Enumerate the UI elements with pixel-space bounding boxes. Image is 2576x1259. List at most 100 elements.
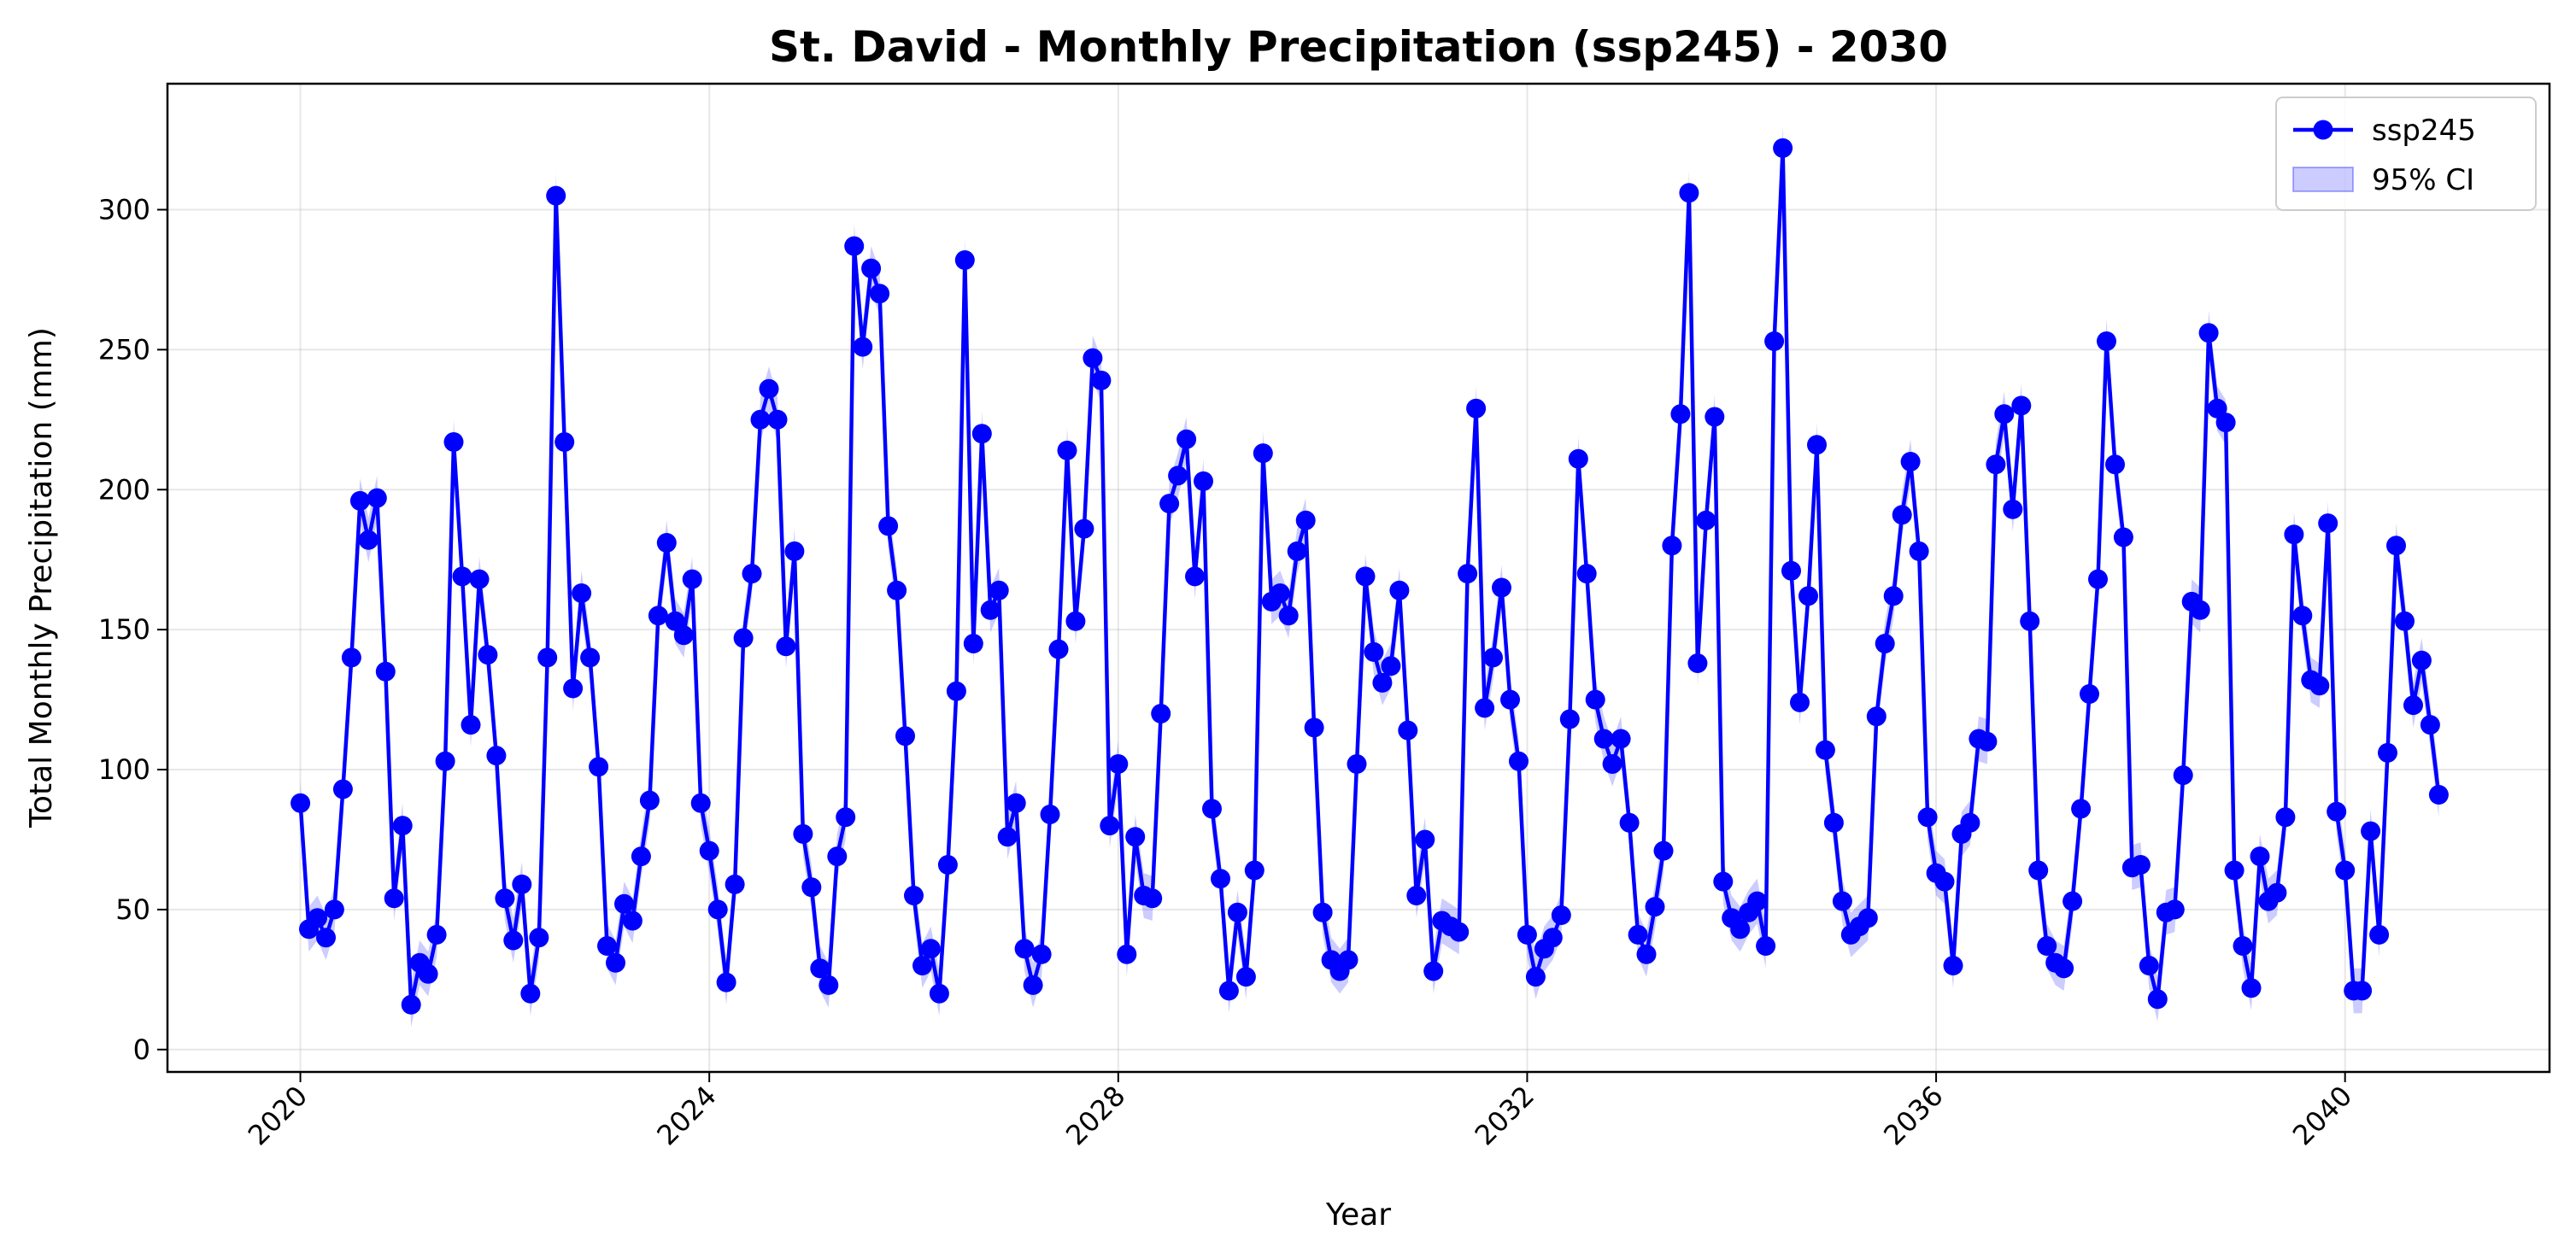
data-point [2147,989,2168,1010]
data-point [1065,611,1086,631]
data-point [1031,944,1052,964]
data-point [1585,689,1605,710]
data-point [1398,720,1418,741]
data-point [2386,536,2406,556]
data-point [1244,860,1265,881]
legend: ssp245 95% CI [2275,97,2537,211]
data-point [529,928,549,948]
data-point [2164,899,2185,920]
data-point [929,983,949,1004]
data-point [1057,440,1077,460]
data-point [1117,944,1137,964]
data-point [2284,524,2304,545]
data-point [1253,443,1273,464]
data-point [810,958,830,979]
data-point [1764,331,1785,351]
data-point [2071,799,2092,819]
data-point [1747,891,1768,911]
data-point [1696,510,1716,530]
data-point [2292,606,2313,626]
data-point [589,757,609,777]
data-point [1509,751,1529,771]
data-point [2224,860,2244,881]
data-point [1799,586,1818,606]
legend-box [2275,97,2537,211]
data-point [332,779,353,799]
data-point [392,816,413,836]
series-line-ssp245 [298,146,2441,1007]
data-point [1185,566,1205,587]
data-point [1934,871,1955,892]
data-point [690,793,711,813]
data-point [997,827,1018,847]
data-point [1602,754,1622,774]
data-point [904,886,924,905]
data-point [861,258,882,278]
data-point [1270,583,1290,603]
data-point [836,807,856,828]
data-point [1559,709,1580,729]
data-point [1653,840,1674,861]
data-point [1355,566,1376,587]
data-point [290,793,311,813]
x-axis-title: Year [1325,1198,1391,1233]
data-point [1415,829,1435,850]
data-point [1125,827,1146,847]
data-point [1142,888,1163,909]
data-point [776,636,796,657]
data-point [750,409,771,430]
data-point [1211,869,1230,889]
data-point [673,625,694,646]
y-axis-title: Total Monthly Precipitation (mm) [24,327,59,829]
data-point [2403,695,2423,716]
data-point [1986,454,2006,475]
data-point [2318,513,2338,534]
legend-label: ssp245 [2372,114,2476,148]
data-point [1338,950,1358,970]
data-point [2011,395,2032,416]
y-tick-label: 50 [115,893,150,926]
data-point [2309,676,2330,696]
data-point [989,580,1009,600]
data-point [2113,527,2133,548]
data-point [2352,981,2373,1001]
data-point [1977,731,1998,752]
data-point [469,569,490,589]
data-point [1364,641,1384,662]
data-point [2267,882,2287,903]
data-point [716,972,736,993]
data-point [656,533,677,553]
data-point [1048,639,1069,659]
data-point [1023,975,1043,995]
data-point [2420,715,2440,735]
data-point [946,681,966,701]
data-point [537,647,558,668]
data-point [2054,958,2074,979]
data-point [912,956,932,975]
data-point [1611,729,1631,749]
data-point [2241,978,2262,998]
data-point [1372,672,1393,693]
data-point [2080,684,2099,704]
data-point [1108,754,1129,774]
data-point [1475,698,1495,718]
data-point [844,236,865,256]
legend-label: 95% CI [2372,163,2474,197]
data-point [1347,754,1367,774]
data-point [2130,855,2151,875]
data-point [1304,717,1324,738]
data-point [1713,871,1734,892]
data-point [878,516,899,536]
data-point [937,855,958,875]
legend-patch-swatch [2292,167,2354,192]
data-point [1517,924,1537,945]
data-point [1551,905,1571,925]
data-point [1756,936,1776,956]
data-point [1466,398,1487,419]
data-point [1909,541,1929,561]
data-point [1943,956,1963,975]
data-point [887,580,907,600]
data-point [1866,706,1887,727]
data-point [1449,922,1470,942]
